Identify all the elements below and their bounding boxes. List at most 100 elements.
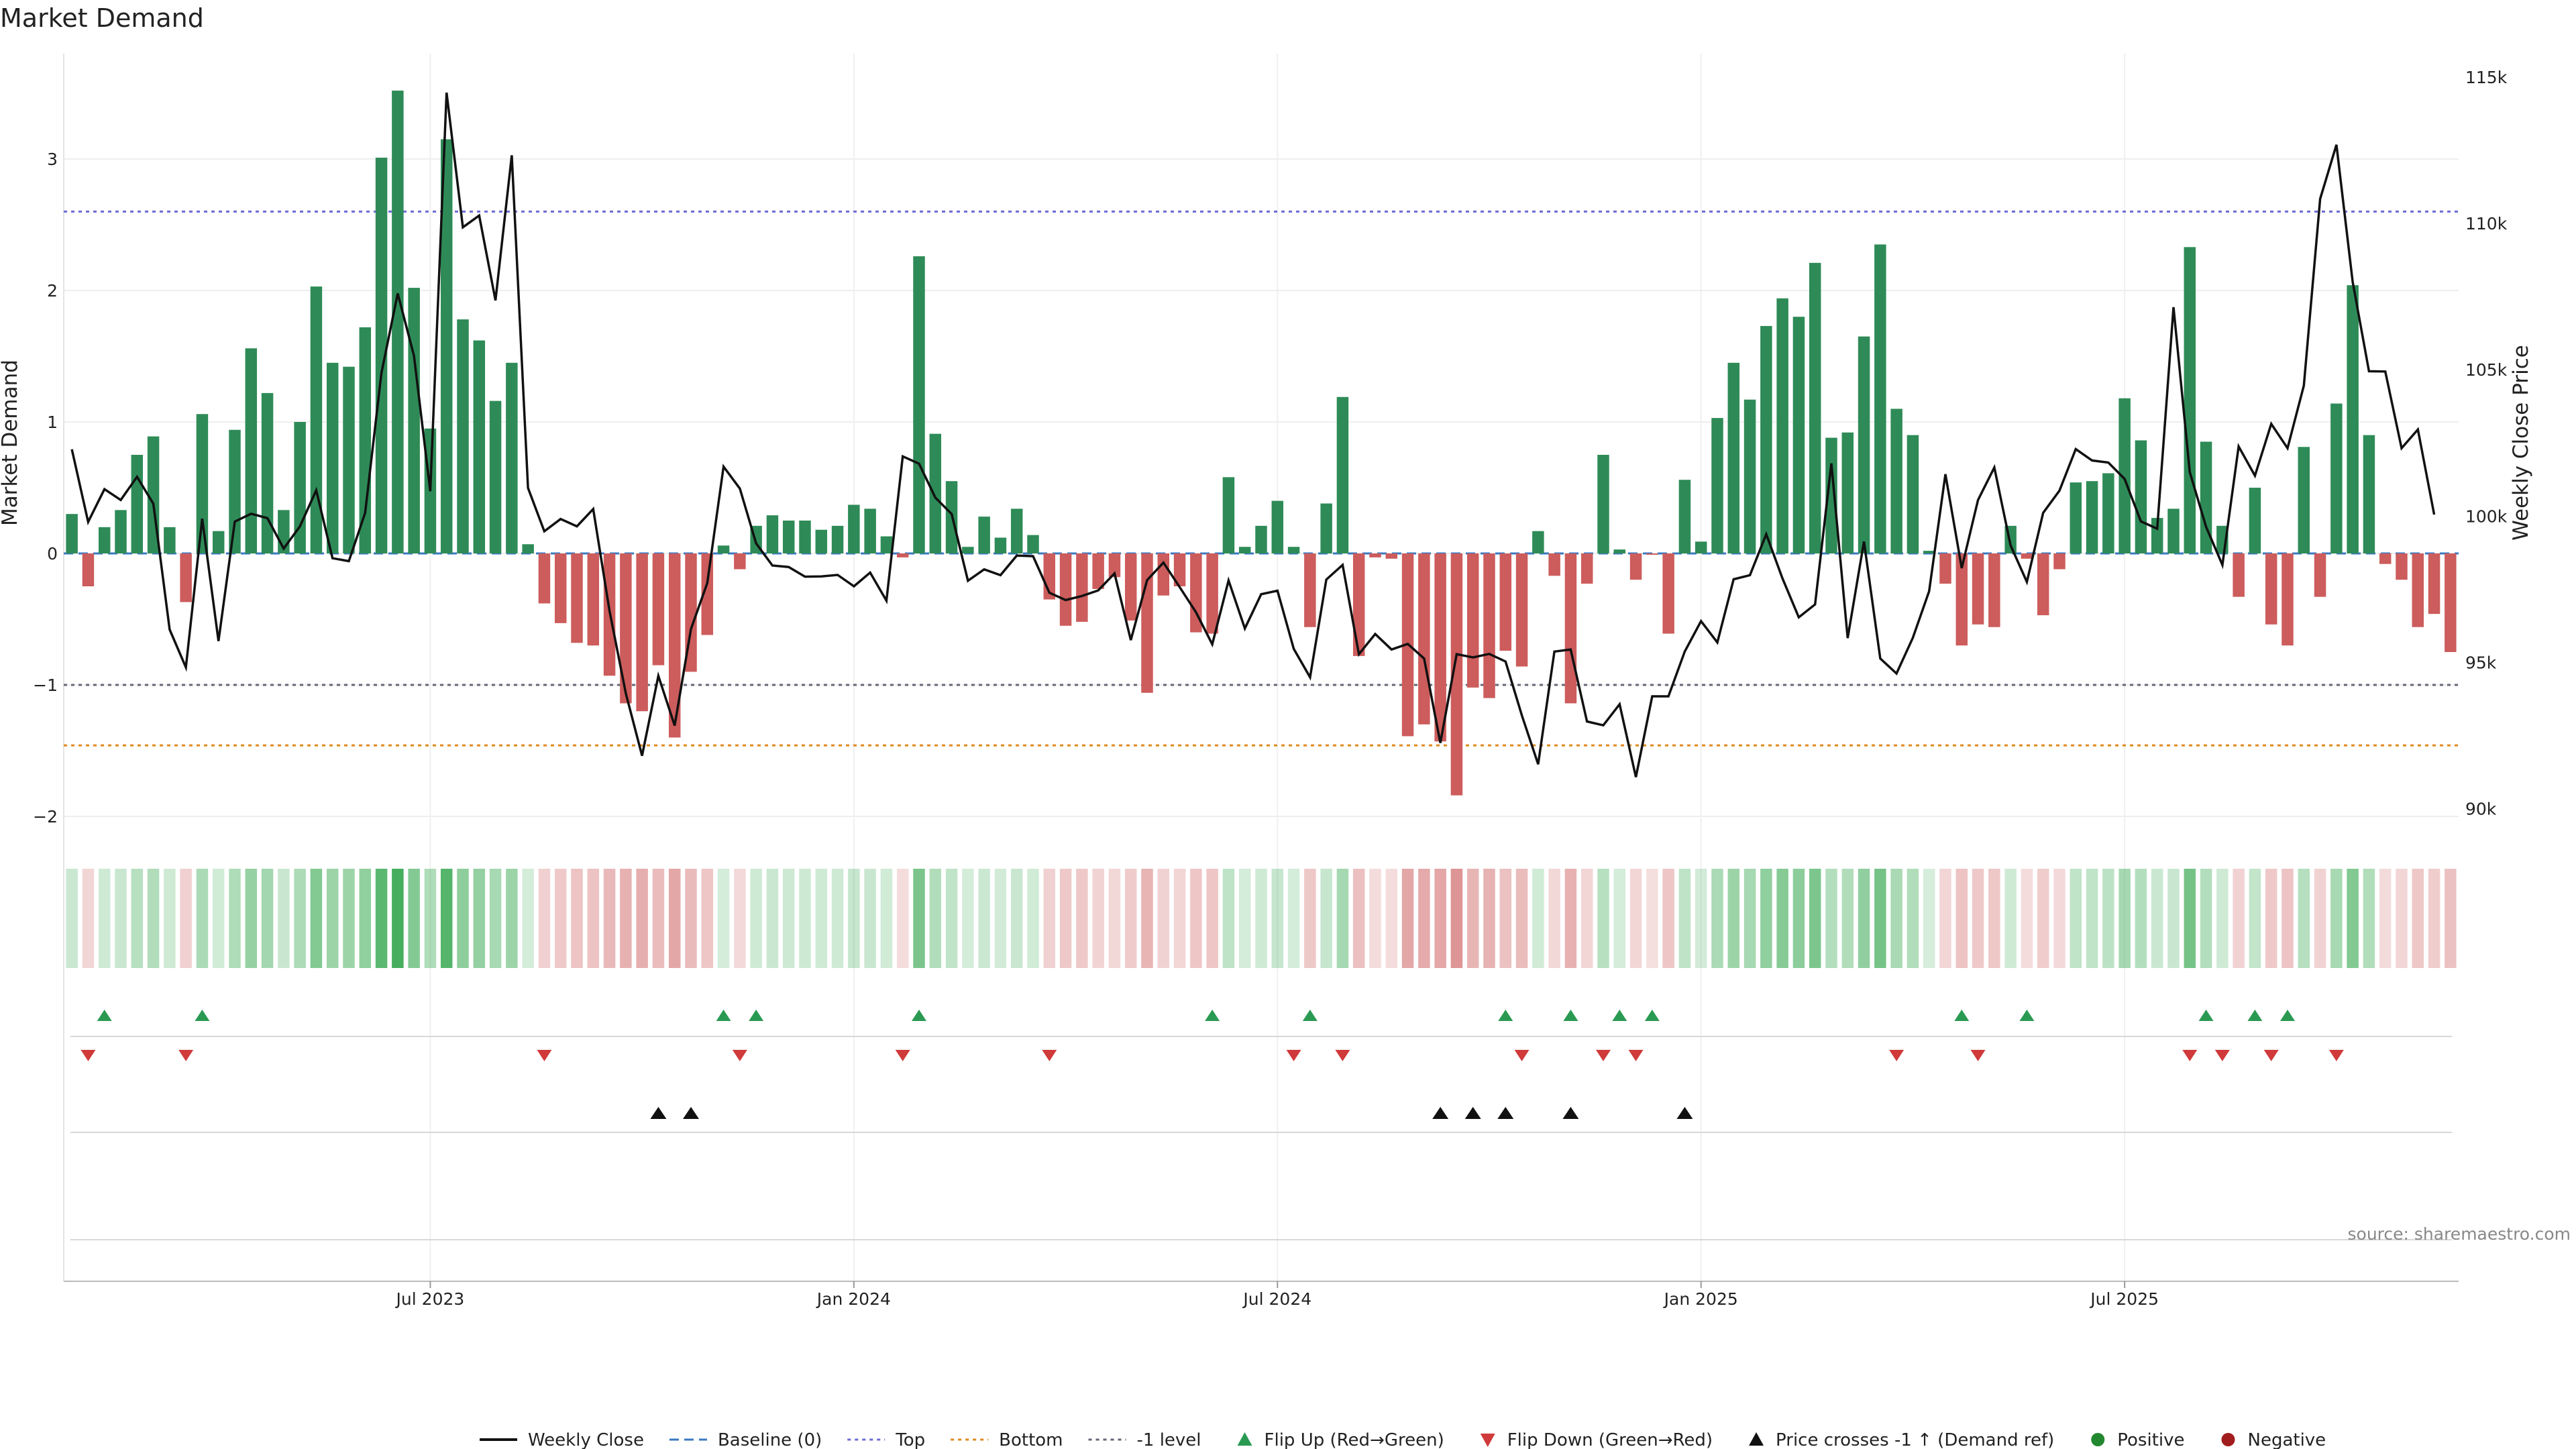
demand-bar xyxy=(489,400,502,553)
flip-up-marker xyxy=(2247,1010,2263,1021)
heat-cell xyxy=(2167,869,2180,968)
demand-bar xyxy=(2363,435,2375,553)
flip-up-marker xyxy=(1612,1010,1627,1021)
heat-cell xyxy=(1792,869,1805,968)
demand-bar xyxy=(1841,432,1854,553)
heat-cell xyxy=(196,869,209,968)
heat-cell xyxy=(2428,869,2440,968)
heat-cell xyxy=(131,869,144,968)
heat-cell xyxy=(1988,869,2000,968)
heat-cell xyxy=(717,869,730,968)
demand-bar xyxy=(2102,473,2114,553)
demand-bar xyxy=(1564,553,1577,704)
heat-cell xyxy=(98,869,111,968)
flip-markers-panel xyxy=(70,1010,2452,1061)
demand-bar xyxy=(1874,244,1886,553)
left-tick-label: −2 xyxy=(33,807,58,826)
heat-cell xyxy=(489,869,502,968)
heat-cell xyxy=(1597,869,1609,968)
heat-cell xyxy=(522,869,534,968)
demand-bar xyxy=(392,91,404,553)
heat-cell xyxy=(229,869,241,968)
heat-cell xyxy=(1662,869,1674,968)
heat-cell xyxy=(294,869,306,968)
right-tick-label: 115k xyxy=(2465,68,2508,87)
legend-label: Price crosses -1 ↑ (Demand ref) xyxy=(1776,1430,2054,1449)
demand-bar xyxy=(1890,409,1902,553)
heat-cell xyxy=(1548,869,1560,968)
flip-down-marker xyxy=(1042,1050,1057,1061)
price-cross-marker xyxy=(1464,1107,1481,1119)
demand-bar xyxy=(343,366,355,553)
heat-cell xyxy=(799,869,811,968)
heat-cell xyxy=(1271,869,1284,968)
heat-cell xyxy=(1515,869,1528,968)
heat-cell xyxy=(1564,869,1577,968)
x-tick-label: Jan 2024 xyxy=(816,1289,891,1309)
demand-bar xyxy=(1271,500,1284,553)
heat-cell xyxy=(1613,869,1626,968)
demand-bar xyxy=(2200,441,2212,553)
demand-bar xyxy=(1450,553,1463,796)
heat-cell xyxy=(2298,869,2310,968)
demand-bar xyxy=(1418,553,1430,724)
flip-up-marker xyxy=(2280,1010,2295,1021)
legend-swatch xyxy=(2091,1433,2105,1446)
flip-up-marker xyxy=(1498,1010,1513,1021)
right-axis-label: Weekly Close Price xyxy=(2509,345,2533,541)
legend-swatch xyxy=(1749,1432,1764,1446)
demand-bar xyxy=(962,547,974,553)
heat-cell xyxy=(115,869,127,968)
legend-label: Negative xyxy=(2248,1430,2326,1449)
heat-cell xyxy=(2151,869,2163,968)
heat-cell xyxy=(1173,869,1186,968)
demand-bar xyxy=(1010,508,1023,553)
demand-bar xyxy=(2037,553,2049,616)
flip-up-marker xyxy=(195,1010,210,1021)
heat-cell xyxy=(994,869,1007,968)
heat-cell xyxy=(164,869,176,968)
demand-bar xyxy=(1727,362,1740,553)
heat-cell xyxy=(2037,869,2049,968)
demand-bar xyxy=(1222,477,1235,553)
heat-cell xyxy=(896,869,909,968)
heat-cell xyxy=(1043,869,1056,968)
heat-cell xyxy=(2249,869,2261,968)
demand-bar xyxy=(1939,553,1951,584)
flip-down-marker xyxy=(1286,1050,1301,1061)
heat-cell xyxy=(1418,869,1430,968)
demand-bar xyxy=(1238,547,1251,553)
demand-bar xyxy=(1678,480,1691,553)
legend-item: Bottom xyxy=(951,1430,1063,1449)
demand-bar xyxy=(1092,553,1104,589)
demand-bar xyxy=(2298,447,2310,553)
heat-cell xyxy=(945,869,958,968)
flip-up-marker xyxy=(912,1010,926,1021)
heat-cell xyxy=(1711,869,1723,968)
heat-cell xyxy=(734,869,746,968)
heat-cell xyxy=(1336,869,1349,968)
heat-cell xyxy=(913,869,925,968)
legend-label: Positive xyxy=(2117,1430,2184,1449)
demand-bar xyxy=(1385,553,1398,559)
heat-cell xyxy=(1923,869,1935,968)
flip-down-marker xyxy=(1628,1050,1644,1061)
heat-cell xyxy=(538,869,551,968)
demand-bar xyxy=(587,553,600,646)
heat-cell xyxy=(359,869,372,968)
demand-bar xyxy=(457,319,469,553)
heat-cell xyxy=(1809,869,1821,968)
flip-up-marker xyxy=(1563,1010,1578,1021)
demand-bar xyxy=(620,553,632,704)
demand-bar xyxy=(701,553,714,635)
demand-bar xyxy=(2428,553,2440,614)
demand-bar xyxy=(2070,482,2082,553)
demand-bar xyxy=(2021,553,2033,559)
heat-cell xyxy=(1385,869,1398,968)
heat-cell xyxy=(66,869,78,968)
heat-cell xyxy=(180,869,192,968)
demand-bar xyxy=(440,139,453,554)
heat-cell xyxy=(1238,869,1251,968)
demand-bar xyxy=(1743,399,1756,553)
demand-bar xyxy=(799,521,811,553)
